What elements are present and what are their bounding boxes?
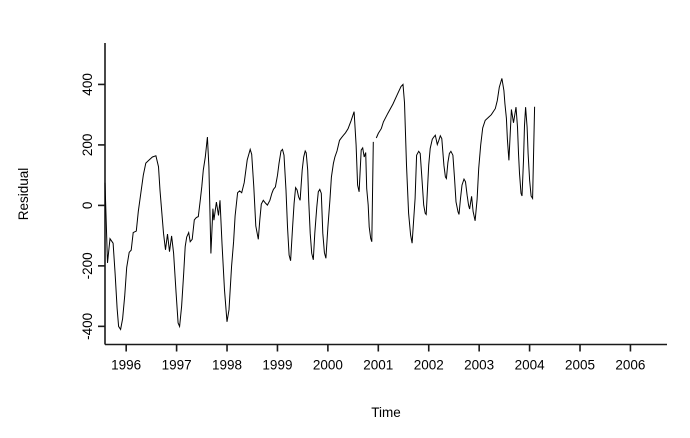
x-tick-label: 2003 xyxy=(464,358,494,373)
x-axis: 1996 1997 1998 1999 2000 2001 2002 2003 2004 2005… xyxy=(105,343,667,373)
y-axis-title: Residual xyxy=(16,168,31,221)
x-tick-label: 1996 xyxy=(111,358,141,373)
x-axis-title: Time xyxy=(371,405,401,420)
series-line-residual xyxy=(375,78,536,244)
x-tick-label: 2006 xyxy=(615,358,645,373)
y-tick-label: -400 xyxy=(80,313,95,340)
x-tick-label: 1998 xyxy=(212,358,242,373)
y-axis: -400 -200 0 200 400 xyxy=(80,43,106,345)
series-line-residual xyxy=(104,111,374,331)
x-tick-label: 2004 xyxy=(515,358,546,373)
x-tick-label: 2005 xyxy=(565,358,595,373)
x-tick-label: 2002 xyxy=(414,358,444,373)
x-tick-label: 2000 xyxy=(313,358,343,373)
y-tick-label: 400 xyxy=(80,73,95,96)
x-tick-label: 1999 xyxy=(262,358,292,373)
y-tick-label: -200 xyxy=(80,252,95,279)
data-series xyxy=(104,78,536,331)
y-tick-label: 0 xyxy=(80,202,95,210)
x-tick-label: 2001 xyxy=(363,358,393,373)
x-tick-label: 1997 xyxy=(162,358,192,373)
y-tick-label: 200 xyxy=(80,134,95,157)
